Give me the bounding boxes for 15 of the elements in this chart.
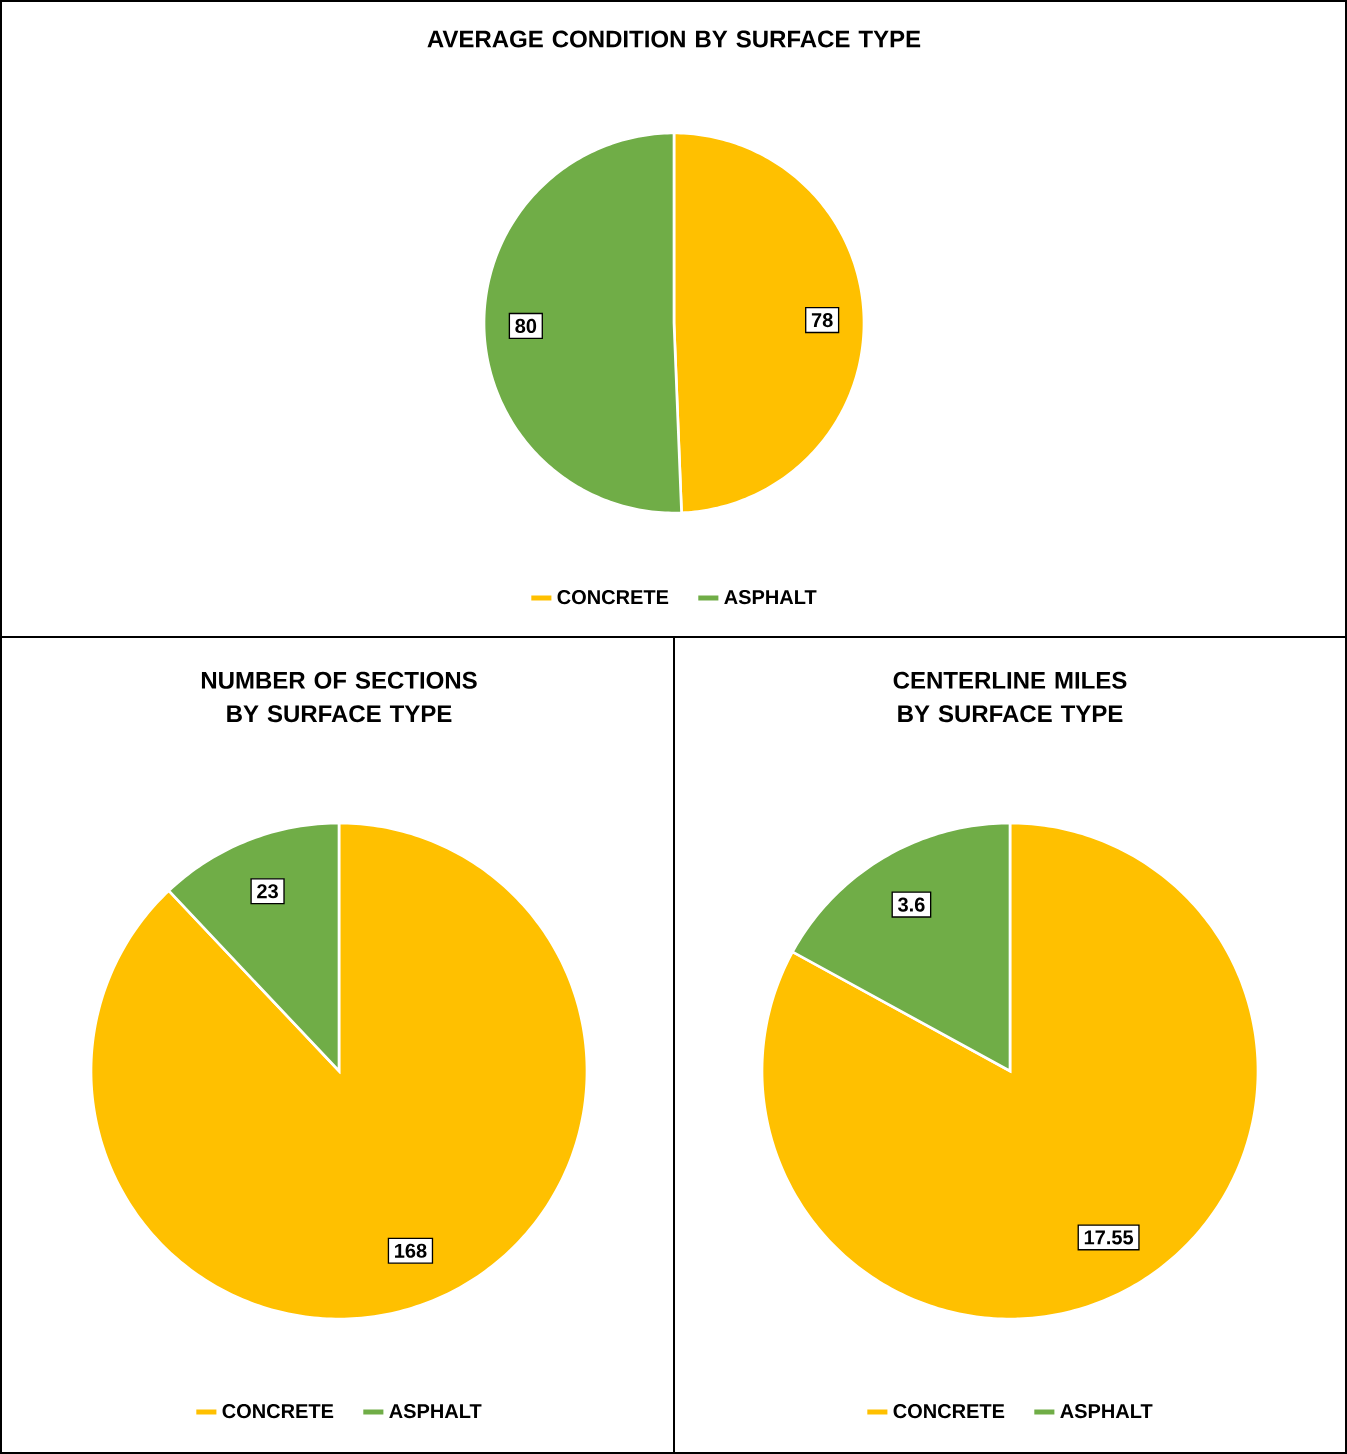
legend-label: CONCRETE: [222, 1404, 334, 1419]
legend-label: ASPHALT: [1060, 1404, 1153, 1419]
data-label: 80: [515, 318, 537, 334]
data-label: 168: [395, 1243, 427, 1258]
legend-label: CONCRETE: [893, 1404, 1005, 1419]
legend-label: CONCRETE: [557, 590, 669, 605]
legend-label: ASPHALT: [724, 590, 817, 605]
data-label: 17.55: [1084, 1230, 1134, 1245]
data-label: 3.6: [897, 897, 925, 912]
chart-title: CENTERLINE MILES BY SURFACE TYPE: [893, 671, 1127, 723]
chart-title: NUMBER OF SECTIONS BY SURFACE TYPE: [201, 671, 477, 723]
data-label: 78: [811, 312, 833, 328]
data-label: 23: [257, 884, 278, 899]
chart-title: AVERAGE CONDITION BY SURFACE TYPE: [427, 30, 921, 48]
legend-label: ASPHALT: [389, 1404, 482, 1419]
